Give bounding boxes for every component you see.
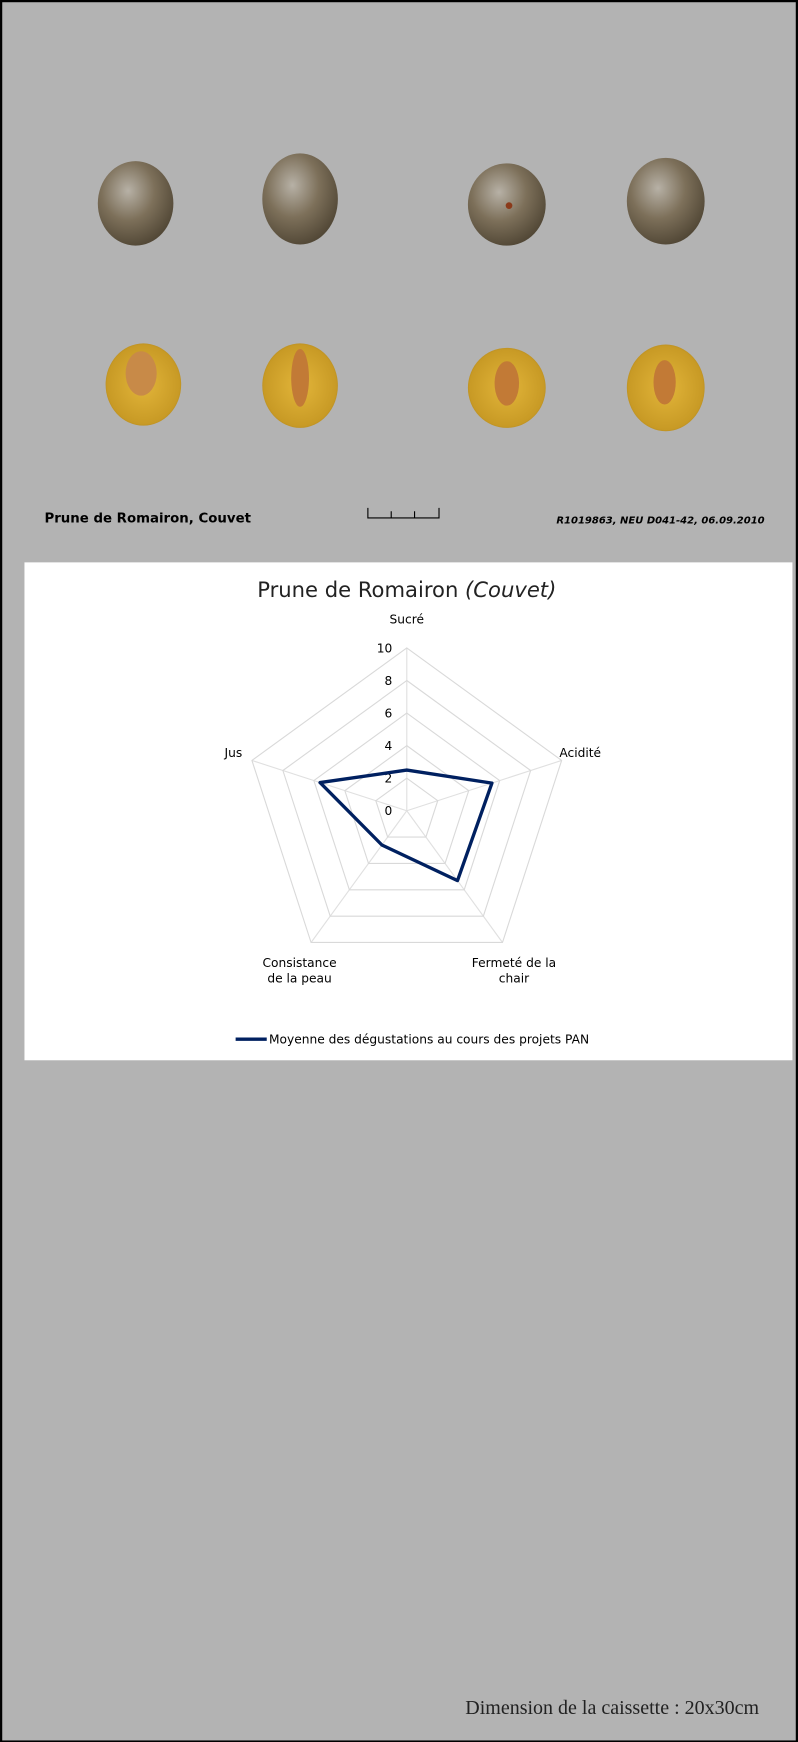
plum-stone <box>291 349 309 407</box>
radial-tick-label: 6 <box>385 707 393 721</box>
legend-label: Moyenne des dégustations au cours des pr… <box>269 1033 589 1047</box>
plum-stone <box>654 360 676 404</box>
chart-title-sub: (Couvet) <box>465 577 556 602</box>
sheet: Prune de Romairon, Couvet R1019863, NEU … <box>0 0 798 1742</box>
plum-whole <box>627 158 705 245</box>
page: Prune de Romairon, Couvet R1019863, NEU … <box>0 0 798 1742</box>
category-label-box: Acidité <box>519 746 641 784</box>
category-label: Fermeté de la chair <box>470 956 559 987</box>
plum-stone <box>495 361 519 405</box>
radial-tick-label: 8 <box>385 674 393 688</box>
caption-left: Prune de Romairon, Couvet <box>44 511 251 526</box>
category-label: Jus <box>172 746 294 762</box>
legend: Moyenne des dégustations au cours des pr… <box>236 1033 589 1047</box>
category-label-box: Consistance de la peau <box>238 956 360 994</box>
chart-title: Prune de Romairon (Couvet) <box>257 577 556 602</box>
plum-stem <box>506 202 513 209</box>
category-label: Sucré <box>346 613 468 629</box>
category-label-box: Jus <box>172 746 294 784</box>
category-label-box: Fermeté de la chair <box>453 956 575 994</box>
plum-stone <box>126 351 157 395</box>
plum-whole <box>98 161 174 245</box>
radial-tick-label: 0 <box>385 804 393 818</box>
category-label-box: Sucré <box>346 613 468 651</box>
radial-tick-label: 4 <box>385 739 393 753</box>
plum-whole <box>262 153 338 244</box>
category-label: Consistance de la peau <box>255 956 344 987</box>
dimension-note: Dimension de la caissette : 20x30cm <box>465 1697 759 1719</box>
chart-title-main: Prune de Romairon <box>257 577 458 602</box>
category-label: Acidité <box>519 746 641 762</box>
caption-right: R1019863, NEU D041-42, 06.09.2010 <box>556 515 764 526</box>
